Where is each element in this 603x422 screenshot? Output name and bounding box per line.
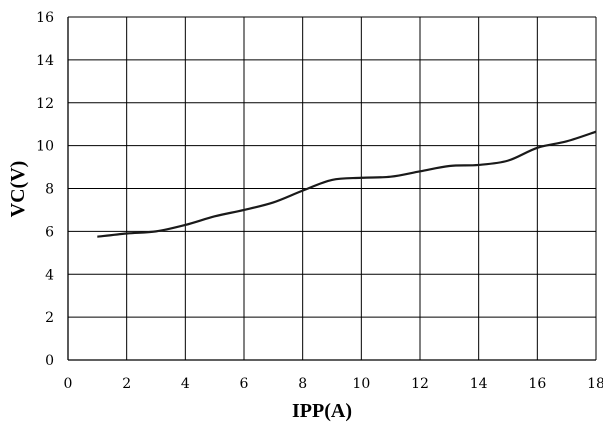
x-tick-label: 18	[587, 376, 603, 392]
x-tick-label: 0	[64, 376, 73, 392]
y-tick-label: 16	[36, 10, 54, 26]
x-tick-label: 2	[122, 376, 131, 392]
x-tick-label: 10	[352, 376, 370, 392]
x-tick-label: 8	[298, 376, 307, 392]
y-tick-label: 4	[45, 267, 54, 283]
x-tick-label: 16	[528, 376, 546, 392]
x-tick-label: 4	[181, 376, 190, 392]
series-line	[97, 130, 597, 238]
grid	[67, 16, 597, 361]
x-tick-label: 12	[411, 376, 429, 392]
y-tick-label: 2	[45, 310, 54, 326]
x-tick-label: 14	[470, 376, 488, 392]
axes	[67, 17, 596, 361]
x-tick-label: 6	[240, 376, 249, 392]
y-tick-label: 12	[36, 96, 54, 112]
y-tick-label: 0	[45, 353, 54, 369]
y-axis-label: VC(V)	[7, 161, 29, 218]
y-tick-label: 6	[45, 224, 54, 240]
y-tick-label: 14	[36, 53, 54, 69]
y-tick-labels: 0 2 4 6 8 10 12 14 16	[36, 10, 54, 369]
y-tick-label: 10	[36, 139, 54, 155]
series-layer	[97, 130, 597, 238]
x-tick-labels: 0 2 4 6 8 10 12 14 16 18	[64, 376, 603, 392]
x-axis-label: IPP(A)	[292, 400, 352, 422]
y-tick-label: 8	[45, 182, 54, 198]
